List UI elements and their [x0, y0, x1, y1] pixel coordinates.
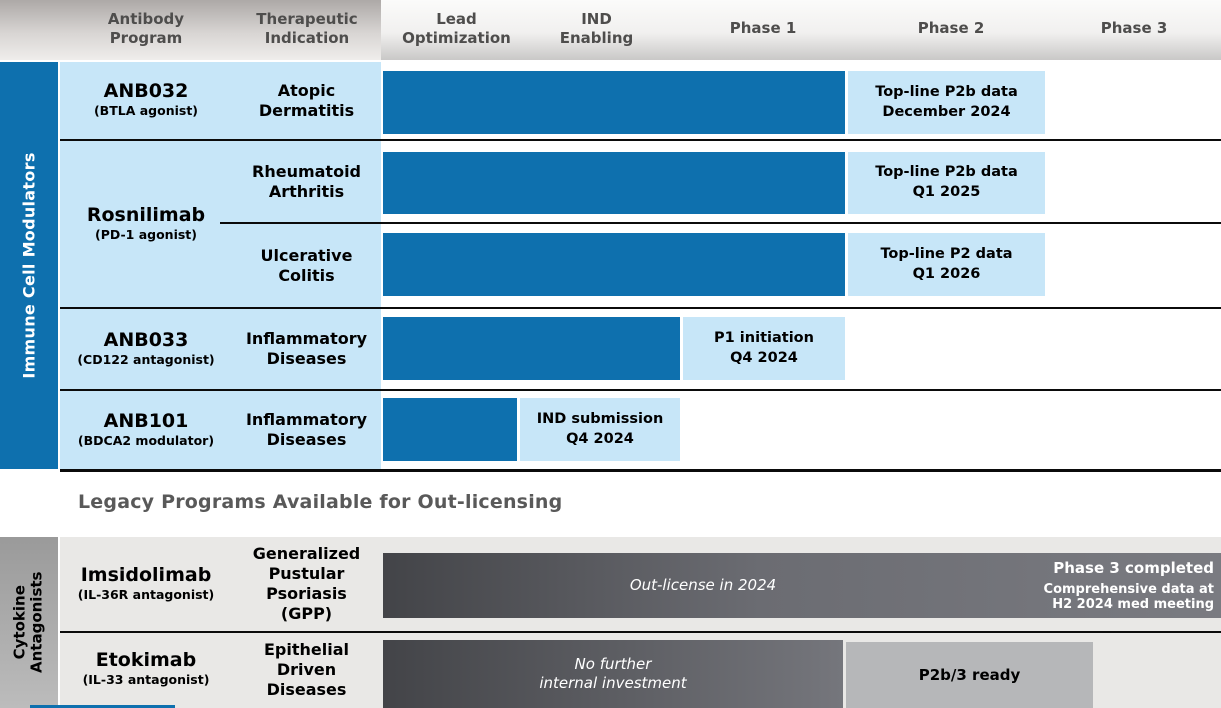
imsidolimab-status: Phase 3 completed Comprehensive data at … — [1044, 558, 1214, 612]
milestone-rosnilimab-ra: Top-line P2b data Q1 2025 — [848, 152, 1045, 214]
status-comprehensive-data: Comprehensive data at H2 2024 med meetin… — [1043, 581, 1214, 612]
header-band-left — [0, 0, 381, 60]
indication-epithelial-driven-diseases: Epithelial Driven Diseases — [263, 639, 349, 699]
program-mechanism: (CD122 antagonist) — [77, 351, 215, 367]
legacy-section-heading: Legacy Programs Available for Out-licens… — [78, 491, 563, 513]
section-bottom-border — [60, 469, 1221, 472]
column-header-therapeutic-indication: Therapeutic Indication — [256, 9, 358, 47]
milestone-anb032: Top-line P2b data December 2024 — [848, 71, 1045, 134]
row-separator — [60, 139, 1221, 141]
program-cell-rosnilimab: Rosnilimab (PD-1 agonist) — [60, 141, 232, 307]
indication-gpp: Generalized Pustular Psoriasis (GPP) — [252, 544, 361, 623]
indication-atopic-dermatitis: Atopic Dermatitis — [258, 80, 355, 120]
program-name: Rosnilimab — [86, 203, 206, 226]
immune-cells-background — [60, 62, 381, 469]
program-name: ANB032 — [103, 80, 189, 103]
row-separator — [220, 222, 1221, 224]
column-header-phase-3: Phase 3 — [1100, 19, 1168, 38]
program-mechanism: (PD-1 agonist) — [94, 226, 197, 242]
bar-rosnilimab-ulcerative-colitis — [383, 233, 845, 296]
bar-rosnilimab-rheumatoid-arthritis — [383, 152, 845, 214]
footer-accent-strip — [30, 705, 175, 708]
indication-ulcerative-colitis: Ulcerative Colitis — [260, 245, 353, 285]
program-mechanism: (BTLA agonist) — [93, 103, 199, 119]
row-separator — [60, 307, 1221, 309]
indication-rheumatoid-arthritis: Rheumatoid Arthritis — [252, 161, 361, 201]
bar-etokimab: No further internal investment — [383, 640, 843, 708]
bar-anb032-atopic-dermatitis — [383, 71, 845, 134]
program-name: Etokimab — [95, 649, 197, 672]
column-header-phase-2: Phase 2 — [917, 19, 985, 38]
program-name: Imsidolimab — [80, 563, 212, 586]
program-mechanism: (IL-36R antagonist) — [77, 586, 215, 602]
program-cell-anb032: ANB032 (BTLA agonist) — [60, 62, 232, 139]
bar-anb101-inflammatory-diseases — [383, 398, 517, 461]
sidebar-immune-cell-modulators: Immune Cell Modulators — [0, 62, 58, 469]
status-phase3-completed: Phase 3 completed — [1053, 558, 1214, 577]
milestone-anb101: IND submission Q4 2024 — [520, 398, 680, 461]
column-header-ind-enabling: IND Enabling — [559, 9, 634, 47]
program-cell-anb033: ANB033 (CD122 antagonist) — [60, 309, 232, 389]
sidebar-cytokine-antagonists: Cytokine Antagonists — [0, 537, 58, 708]
etokimab-ready-box: P2b/3 ready — [846, 642, 1093, 708]
program-mechanism: (BDCA2 modulator) — [77, 432, 215, 448]
bar-imsidolimab: Out-license in 2024 Phase 3 completed Co… — [383, 553, 1221, 618]
imsidolimab-bar-label: Out-license in 2024 — [629, 575, 777, 594]
program-cell-etokimab: Etokimab (IL-33 antagonist) — [60, 631, 232, 708]
indication-inflammatory-diseases-2: Inflammatory Diseases — [245, 410, 368, 449]
header-band-right — [381, 0, 1221, 60]
column-header-lead-optimization: Lead Optimization — [402, 9, 511, 47]
program-cell-anb101: ANB101 (BDCA2 modulator) — [60, 391, 232, 469]
milestone-anb033: P1 initiation Q4 2024 — [683, 317, 845, 380]
program-name: ANB033 — [103, 328, 189, 351]
program-cell-imsidolimab: Imsidolimab (IL-36R antagonist) — [60, 537, 232, 631]
row-separator — [60, 389, 1221, 391]
row-separator — [60, 631, 1221, 633]
milestone-rosnilimab-uc: Top-line P2 data Q1 2026 — [848, 233, 1045, 296]
indication-inflammatory-diseases-1: Inflammatory Diseases — [245, 329, 368, 368]
sidebar-legacy-label: Cytokine Antagonists — [10, 571, 47, 674]
etokimab-bar-label: No further internal investment — [539, 654, 687, 693]
program-mechanism: (IL-33 antagonist) — [82, 672, 210, 688]
sidebar-immune-label: Immune Cell Modulators — [19, 152, 39, 379]
program-name: ANB101 — [103, 409, 189, 432]
bar-anb033-inflammatory-diseases — [383, 317, 680, 380]
column-header-phase-1: Phase 1 — [729, 19, 797, 38]
column-header-antibody-program: Antibody Program — [107, 9, 185, 47]
